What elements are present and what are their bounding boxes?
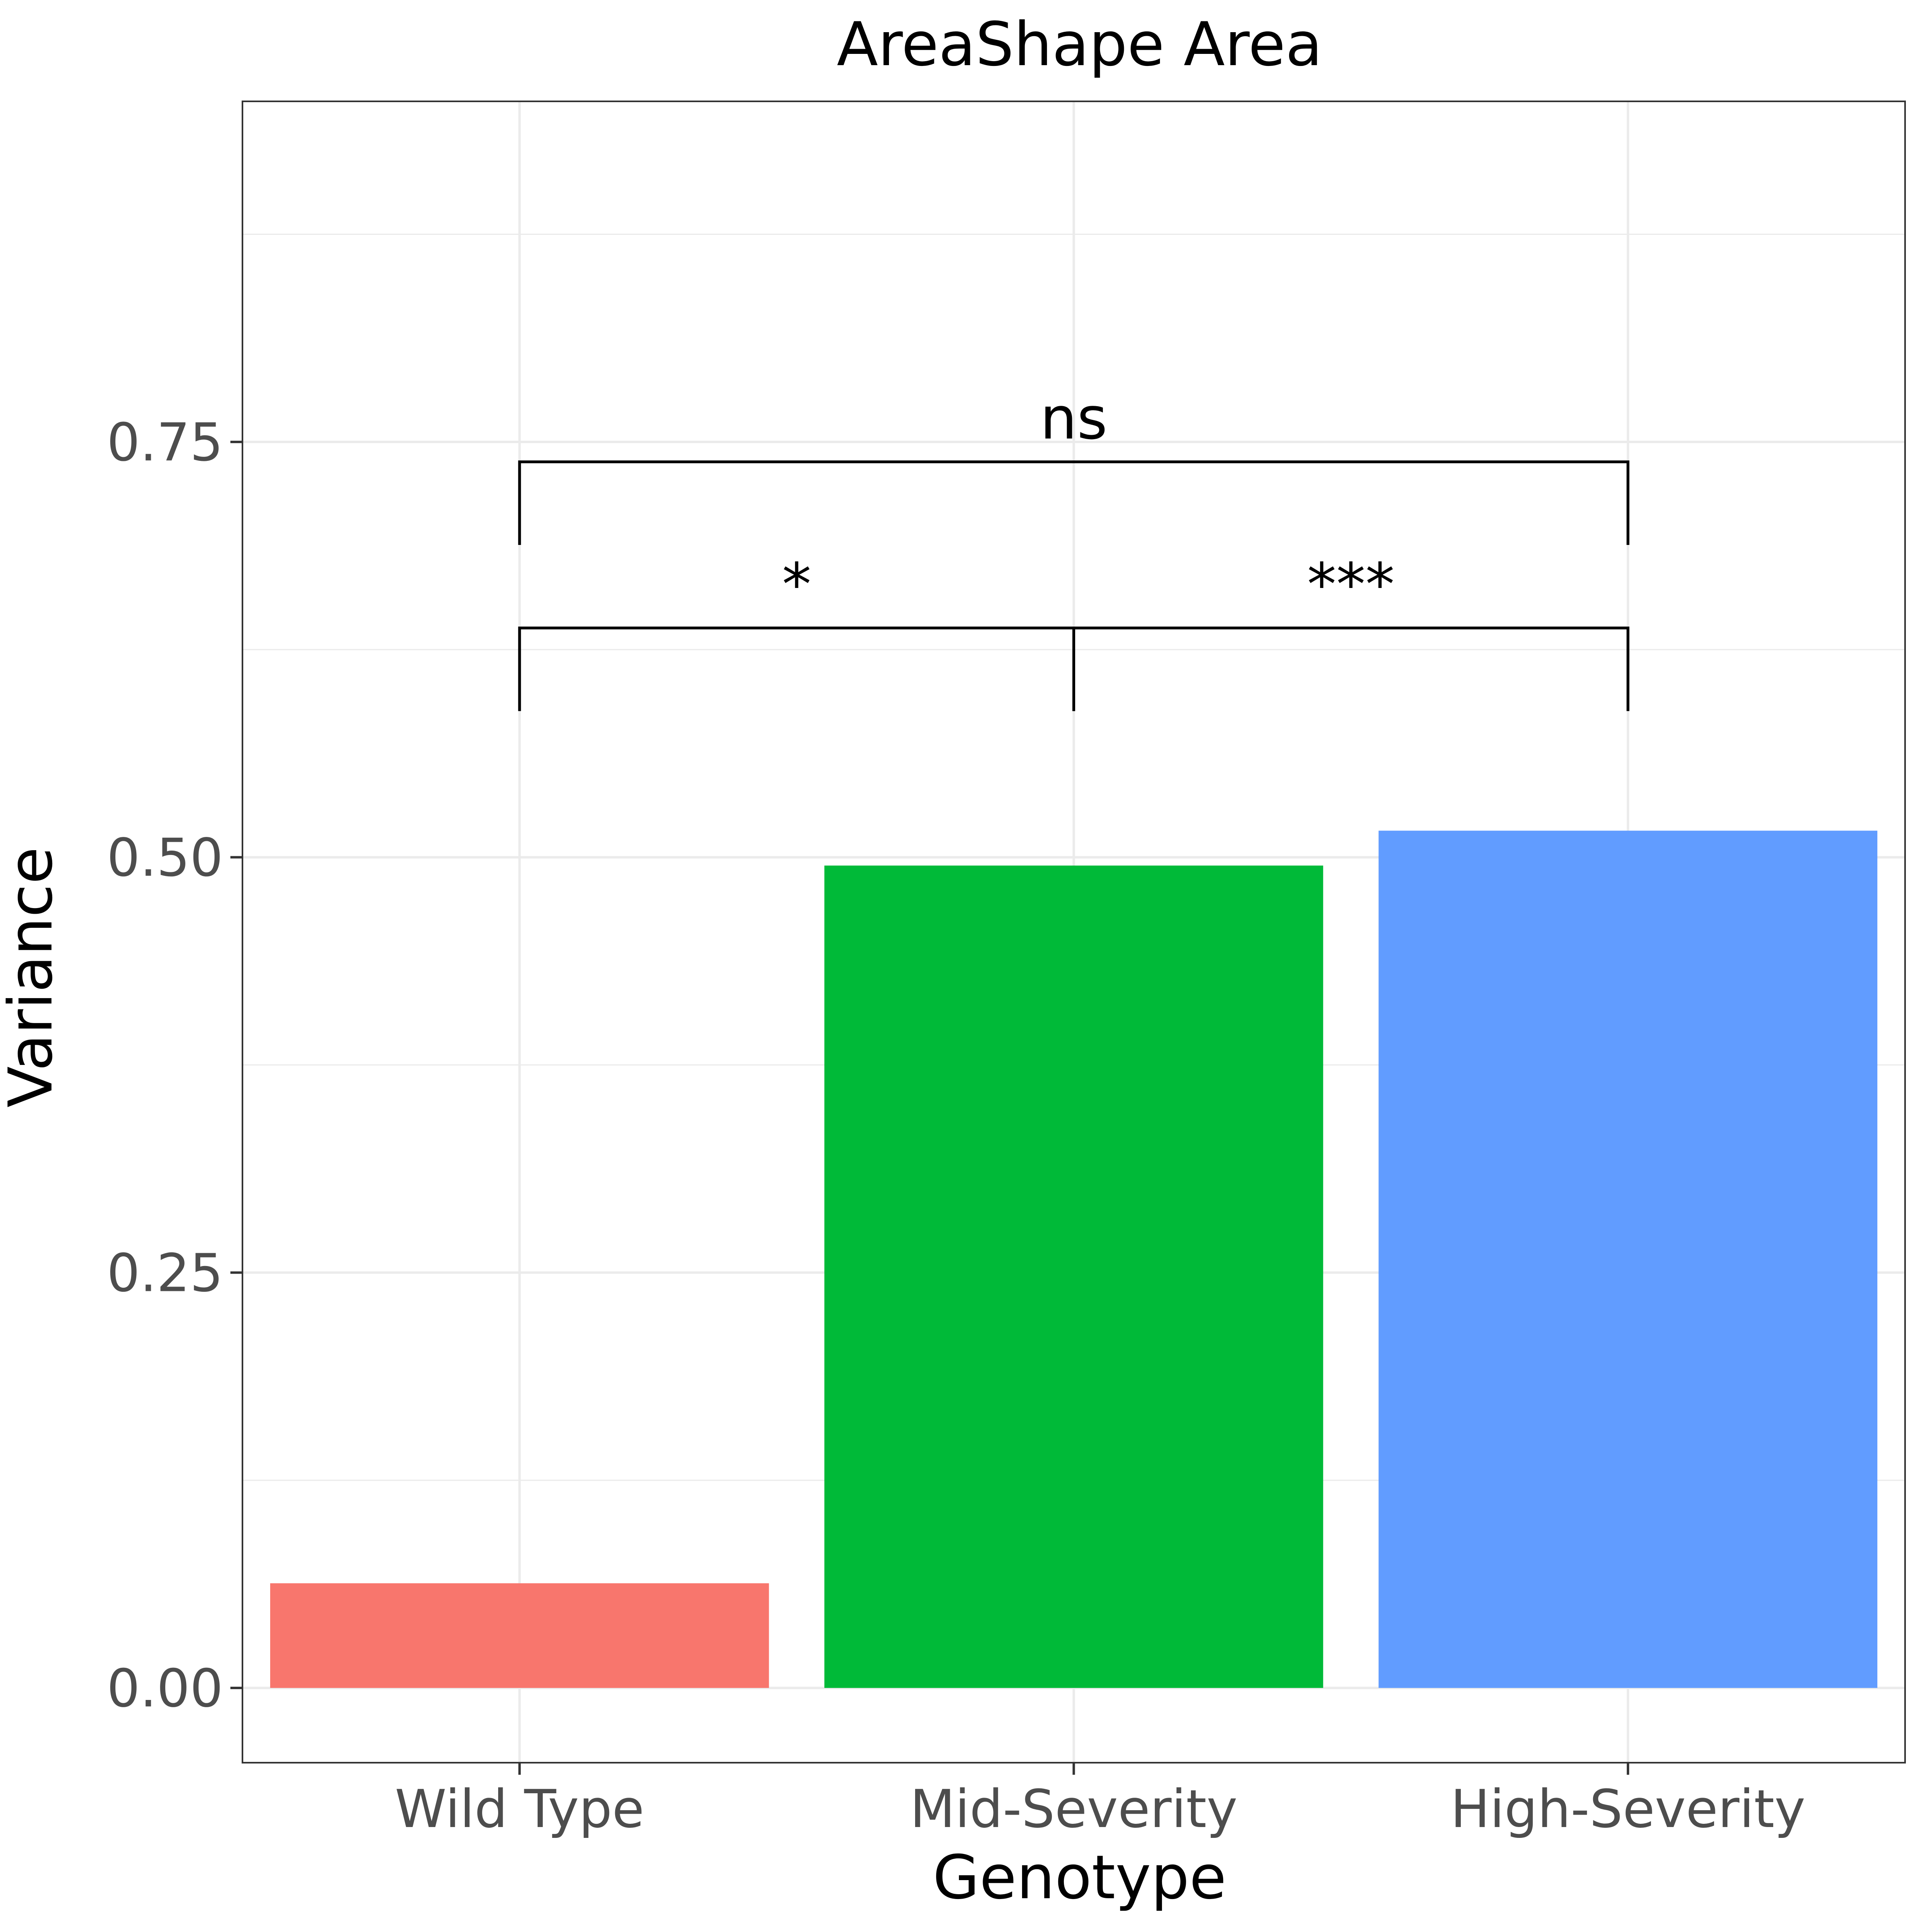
bar-high-severity <box>1378 830 1878 1688</box>
y-tick-label: 0.75 <box>107 412 223 473</box>
x-tick-label: Mid-Severity <box>910 1778 1238 1840</box>
y-tick-label: 0.50 <box>107 827 223 888</box>
significance-brackets: * ***ns <box>518 384 1630 711</box>
y-axis-title: Variance <box>0 847 66 1108</box>
axes: 0.00 0.25 0.50 0.75 Wild Type Mid-Severity Hig… <box>107 412 1806 1840</box>
bar-mid-severity <box>824 865 1323 1688</box>
y-tick-label: 0.00 <box>107 1658 223 1719</box>
significance-label: ns <box>1040 384 1107 452</box>
significance-label: * <box>782 551 811 619</box>
y-tick-label: 0.25 <box>107 1242 223 1303</box>
significance-bracket <box>1072 627 1630 711</box>
x-tick-label: High-Severity <box>1451 1778 1806 1840</box>
bars <box>270 830 1878 1688</box>
chart-title: AreaShape Area <box>837 10 1322 80</box>
x-axis-title: Genotype <box>933 1843 1226 1913</box>
significance-bracket <box>518 460 1630 545</box>
x-tick-label: Wild Type <box>395 1778 644 1840</box>
bar-wild-type <box>270 1583 769 1688</box>
significance-label: *** <box>1307 551 1395 619</box>
